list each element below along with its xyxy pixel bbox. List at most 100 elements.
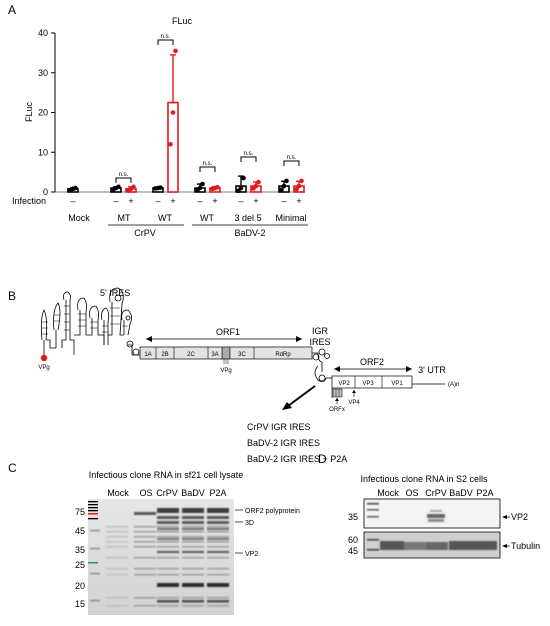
- gel-band: [90, 600, 100, 602]
- gel-band: [207, 568, 229, 570]
- ires5-stem-ticks: [42, 305, 128, 335]
- gel-band: [157, 551, 179, 553]
- gel-band: [106, 568, 128, 570]
- data-point: [296, 183, 302, 189]
- gel-band: [157, 600, 179, 603]
- gel-band: [207, 605, 229, 607]
- infection-sign: +: [212, 196, 217, 206]
- data-point: [200, 181, 205, 187]
- infection-sign: –: [113, 196, 118, 206]
- group-badv-wt: WT: [200, 213, 214, 223]
- group-badv-minimal: Minimal: [275, 213, 306, 223]
- gel-band: [182, 557, 204, 559]
- gel-band: [207, 541, 229, 543]
- data-point: [168, 142, 173, 147]
- panel-c-label: C: [8, 461, 17, 475]
- gel-c-lane-p2a: P2A: [209, 488, 226, 498]
- seg-2b: 2B: [161, 352, 168, 358]
- gel-band: [207, 538, 229, 540]
- gel-band: [207, 557, 229, 559]
- gel-band: [182, 521, 204, 524]
- gel-d-marker-35: 35: [348, 512, 358, 522]
- gel-band: [134, 546, 156, 548]
- gel-band: [157, 597, 179, 599]
- gel-band: [207, 516, 229, 519]
- gel-band: [90, 573, 100, 575]
- seg-1a: 1A: [144, 352, 151, 358]
- orf1-arrow: [146, 336, 302, 342]
- gel-c-marker-35: 35: [75, 545, 85, 555]
- gel-c-marker-20: 20: [75, 581, 85, 591]
- gel-band: [134, 541, 156, 543]
- data-point: [173, 48, 178, 54]
- data-point: [279, 187, 284, 192]
- gel-band: [157, 531, 179, 533]
- gel-d-lane-mock: Mock: [377, 488, 399, 498]
- vpg-center-label: VPg: [220, 368, 231, 374]
- bar-2: [125, 184, 137, 193]
- gel-band: [182, 600, 204, 603]
- gel-band: [134, 557, 156, 559]
- gel-band: [207, 574, 229, 576]
- construct-arrow: [287, 385, 316, 407]
- infection-sign: –: [238, 196, 243, 206]
- ns-label: n.s.: [119, 172, 129, 178]
- construct-2: BaDV-2 IGR IRES: [247, 438, 320, 448]
- gel-band: [207, 526, 229, 528]
- utr3-label: 3' UTR: [418, 365, 446, 375]
- supergroup-badv2: BaDV-2: [234, 228, 265, 238]
- gel-band: [106, 531, 128, 533]
- gel-band: [157, 583, 179, 587]
- data-point: [131, 184, 136, 190]
- gel-c-marker-45: 45: [75, 526, 85, 536]
- gel-band: [157, 526, 179, 528]
- panel-a-label: A: [8, 3, 16, 17]
- gel-band: [207, 536, 229, 538]
- gel-band: [106, 536, 128, 538]
- gel-band: [106, 546, 128, 548]
- data-point: [158, 185, 163, 190]
- gel-band: [207, 508, 229, 513]
- gel-band: [134, 597, 156, 599]
- gel-band: [182, 508, 204, 513]
- panel-b-label: B: [8, 289, 16, 303]
- gel-c-label-vp2: VP2: [245, 551, 258, 558]
- gel-band: [182, 536, 204, 538]
- infection-sign: –: [70, 196, 75, 206]
- gel-d-marker-45: 45: [348, 546, 358, 556]
- gel-d-lane-os: OS: [405, 488, 418, 498]
- ires5-label: 5' IRES: [100, 288, 130, 298]
- gel-band: [207, 546, 229, 548]
- gel-band: [157, 536, 179, 538]
- infection-sign: +: [128, 196, 133, 206]
- gel-d-lane-crpv: CrPV: [425, 488, 447, 498]
- y-axis: 0 10 20 30 40: [38, 28, 56, 197]
- gel-band: [182, 541, 204, 543]
- gel-band: [106, 557, 128, 559]
- orf2-label: ORF2: [360, 357, 384, 367]
- bar-10: [293, 178, 305, 193]
- gel-band: [207, 600, 229, 603]
- infection-signs: – – + – + – + – + – +: [70, 196, 301, 206]
- bar-8: [250, 179, 262, 193]
- gel-band: [207, 528, 229, 530]
- ires5-structure: [40, 287, 140, 356]
- data-point: [215, 184, 220, 190]
- gel-band: [134, 574, 156, 576]
- infection-sign: –: [281, 196, 286, 206]
- igr-ires-structure: [312, 348, 332, 382]
- data-point: [299, 178, 304, 184]
- gel-band: [157, 521, 179, 524]
- bar-1: [110, 184, 122, 193]
- gel-band: [157, 508, 179, 513]
- gel-band: [106, 541, 128, 543]
- gel-band: [134, 526, 156, 528]
- y-axis-label: FLuc: [24, 101, 34, 122]
- ns-bracket: [199, 166, 216, 172]
- seg-vp3: VP3: [362, 381, 374, 387]
- igr-label-line1: IGR: [312, 326, 329, 336]
- gel-band: [182, 516, 204, 519]
- orf1-label: ORF1: [216, 327, 240, 337]
- vp4-label: VP4: [348, 400, 360, 406]
- infection-sign: +: [170, 196, 175, 206]
